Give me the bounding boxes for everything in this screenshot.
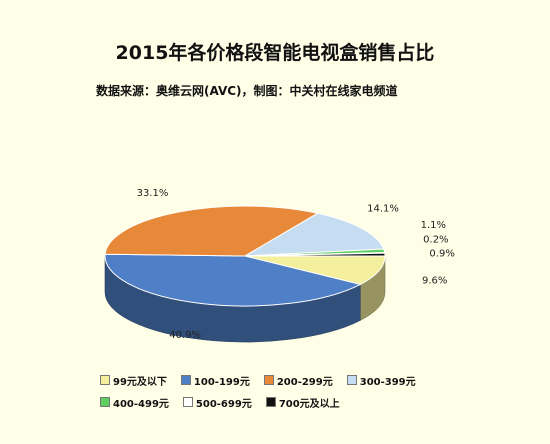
- legend-swatch-4: [100, 397, 110, 407]
- slice-label-3: 14.1%: [367, 204, 399, 215]
- pie-slice-0: [244, 255, 386, 285]
- legend-item-3: 300-399元: [346, 373, 416, 388]
- legend-item-5: 500-699元: [182, 395, 252, 410]
- pie-slice-3: [244, 212, 385, 257]
- legend-label-2: 200-299元: [276, 376, 333, 388]
- legend-item-0: 99元及以下: [100, 373, 167, 388]
- legend-label-5: 500-699元: [195, 398, 252, 410]
- legend-item-1: 100-199元: [180, 373, 250, 388]
- legend-label-0: 99元及以下: [113, 376, 167, 388]
- legend-swatch-1: [180, 375, 191, 385]
- legend-label-4: 400-499元: [113, 398, 169, 410]
- chart-subtitle: 数据来源：奥维云网(AVC)，制图：中关村在线家电频道: [96, 84, 398, 98]
- legend-item-6: 700元及以上: [265, 395, 340, 410]
- pie-slice-6: [244, 252, 386, 257]
- slice-label-0: 9.6%: [422, 276, 447, 287]
- legend-label-6: 700元及以上: [278, 398, 340, 410]
- slice-label-5: 0.2%: [423, 234, 448, 245]
- legend-item-2: 200-299元: [263, 373, 333, 388]
- legend-swatch-0: [100, 375, 110, 385]
- legend-swatch-6: [265, 397, 276, 407]
- slice-label-1: 40.9%: [169, 330, 201, 341]
- legend-swatch-3: [346, 375, 357, 385]
- legend-label-1: 100-199元: [193, 376, 250, 388]
- pie-slice-2: [104, 205, 320, 257]
- slice-label-4: 1.1%: [421, 220, 446, 231]
- pie-slice-1: [104, 253, 362, 307]
- chart-legend: 99元及以下 100-199元 200-299元 300-399元 400-499元 5…: [100, 369, 480, 413]
- slice-label-2: 33.1%: [137, 188, 169, 199]
- legend-label-3: 300-399元: [359, 376, 416, 388]
- chart-title: 2015年各价格段智能电视盒销售占比: [115, 42, 435, 64]
- legend-swatch-5: [182, 397, 193, 407]
- legend-item-4: 400-499元: [100, 395, 169, 410]
- slice-label-6: 0.9%: [429, 248, 454, 259]
- legend-swatch-2: [263, 375, 274, 385]
